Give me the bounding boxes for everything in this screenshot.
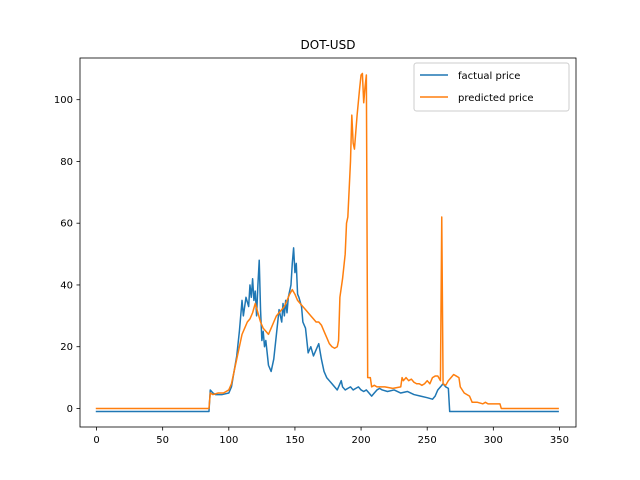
series-line-1 [95,72,559,410]
legend: factual price predicted price [413,62,570,112]
chart-title: DOT-USD [301,38,356,52]
y-tick-label: 60 [60,219,73,230]
plot-area [95,72,559,413]
y-tick-label: 100 [54,95,73,106]
y-tick-label: 20 [60,342,73,353]
axes: 0 50 100 150 200 250 300 350 0 20 40 60 80 100 [54,57,577,446]
axes-frame [79,57,577,428]
x-tick-label: 150 [285,435,304,446]
legend-label-1: predicted price [458,93,534,104]
series-line-0 [95,247,559,413]
x-tick-label: 300 [484,435,503,446]
legend-box [413,62,570,112]
legend-label-0: factual price [458,71,520,82]
y-tick-label: 80 [60,157,73,168]
x-tick-label: 350 [550,435,569,446]
x-tick-label: 250 [418,435,437,446]
x-tick-label: 200 [352,435,371,446]
x-tick-label: 0 [93,435,99,446]
y-tick-label: 0 [67,404,73,415]
x-tick-label: 100 [219,435,238,446]
x-tick-label: 50 [156,435,169,446]
y-tick-label: 40 [60,280,73,291]
